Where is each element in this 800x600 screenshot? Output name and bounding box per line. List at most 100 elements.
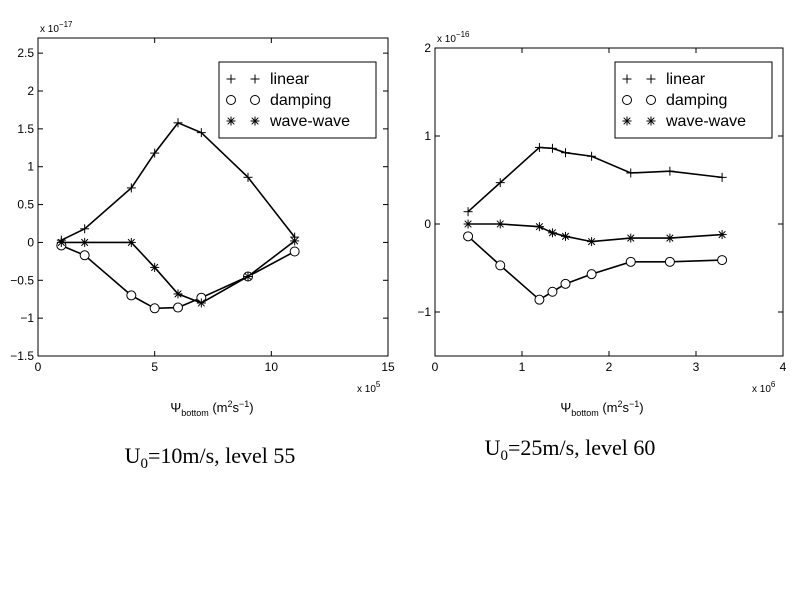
data-point-damping [463, 231, 474, 242]
legend-marker-linear [250, 74, 260, 84]
x-axis-label-part: −1 [629, 399, 639, 409]
series-line-linear [467, 146, 723, 213]
chart-caption: U0=10m/s, level 55 [125, 443, 296, 472]
data-point-wave-wave [290, 236, 300, 246]
caption-main: U [485, 435, 501, 460]
data-point-damping [289, 246, 300, 257]
legend-marker-wave-wave [646, 116, 656, 126]
x-tick-label: 10 [265, 360, 279, 374]
legend-label: wave-wave [269, 113, 350, 130]
data-point-wave-wave [665, 233, 675, 243]
data-point-wave-wave [587, 237, 597, 247]
data-point-linear [626, 168, 636, 178]
y-scale-text: x 10 [40, 24, 59, 35]
y-scale-label: x 10−17 [40, 20, 73, 35]
y-tick-label: 1 [27, 160, 34, 174]
data-point-wave-wave [561, 231, 570, 241]
y-tick-label: 2 [424, 41, 431, 55]
plot-frame [37, 37, 389, 357]
caption-rest: =10m/s, level 55 [148, 443, 295, 468]
x-tick-label: 2 [606, 360, 613, 374]
legend-marker-wave-wave [226, 116, 236, 126]
data-point-wave-wave [463, 219, 473, 229]
data-point-linear [665, 166, 675, 176]
chart-1: 0 5 10 15−1.5−1−0.500.511.522.5x 10−17x 105… [10, 20, 395, 472]
x-scale-exponent: 6 [771, 380, 776, 389]
legend-marker-linear [622, 74, 632, 84]
data-point-wave-wave [495, 219, 505, 229]
data-point-linear [243, 172, 253, 182]
x-scale-exponent: 5 [376, 380, 381, 389]
series-line-wave-wave [61, 240, 296, 304]
caption-rest: =25m/s, level 60 [508, 435, 655, 460]
legend: linear damping wave-wave [218, 61, 377, 139]
x-axis-label-part: ) [639, 400, 643, 415]
legend: linear damping wave-wave [614, 61, 773, 139]
y-tick-label: −1.5 [10, 349, 34, 363]
data-point-damping [534, 294, 545, 305]
data-point-damping [664, 256, 675, 267]
x-scale-label: x 105 [357, 380, 381, 395]
x-axis-label-part: ) [249, 400, 253, 415]
x-scale-label: x 106 [752, 380, 776, 395]
series-line-linear [60, 121, 296, 241]
legend-marker-damping [646, 95, 656, 105]
y-scale-label: x 10−16 [437, 30, 470, 45]
data-point-linear [150, 148, 160, 158]
data-point-damping [79, 250, 90, 261]
data-point-wave-wave [56, 237, 66, 247]
x-axis-label: Ψbottom (m2s−1) [170, 399, 253, 418]
x-scale-text: x 10 [752, 384, 771, 395]
x-axis-label-part: −1 [239, 399, 249, 409]
legend-label: damping [666, 92, 727, 109]
data-point-wave-wave [173, 289, 183, 299]
data-point-wave-wave [534, 222, 544, 232]
x-tick-label: 5 [151, 360, 158, 374]
x-tick-label: 0 [35, 360, 42, 374]
series-line-damping [61, 244, 296, 310]
legend-marker-damping [226, 95, 236, 105]
y-tick-label: −0.5 [10, 273, 34, 287]
data-point-damping [173, 302, 183, 313]
x-axis-label-part: 2 [228, 399, 233, 409]
x-axis-label-part: bottom [181, 408, 209, 418]
y-scale-exponent: −16 [456, 30, 470, 39]
y-tick-label: 1.5 [17, 122, 34, 136]
y-tick-label: 2 [27, 84, 34, 98]
legend-box [218, 61, 377, 139]
data-point-linear [534, 142, 544, 152]
data-point-wave-wave [196, 298, 206, 308]
x-axis-label-part: 2 [618, 399, 623, 409]
data-point-linear [547, 143, 557, 153]
data-point-damping [547, 286, 558, 297]
data-point-wave-wave [626, 233, 636, 243]
y-tick-label: 0.5 [17, 198, 34, 212]
data-point-linear [80, 224, 90, 234]
data-point-linear [495, 178, 505, 188]
x-tick-label: 15 [381, 360, 395, 374]
data-point-damping [560, 278, 571, 289]
caption-sub: 0 [140, 456, 148, 472]
legend-marker-linear [226, 74, 236, 84]
data-point-wave-wave [126, 237, 136, 247]
data-point-linear [126, 183, 136, 193]
legend-marker-wave-wave [622, 116, 632, 126]
x-axis-label-part: Ψ [560, 400, 571, 415]
data-point-wave-wave [243, 272, 253, 281]
legend-label: damping [270, 92, 331, 109]
x-scale-text: x 10 [357, 384, 376, 395]
legend-marker-damping [622, 95, 632, 105]
x-tick-label: 0 [432, 360, 439, 374]
y-scale-text: x 10 [437, 34, 456, 45]
legend-label: linear [666, 71, 706, 88]
x-axis-label-part: bottom [571, 408, 599, 418]
x-tick-label: 1 [519, 360, 526, 374]
legend-label: linear [270, 71, 310, 88]
legend-box [614, 61, 773, 139]
x-axis-label-part: (m [209, 400, 228, 415]
data-point-wave-wave [150, 262, 160, 272]
data-point-linear [196, 128, 206, 138]
series-line-damping [467, 235, 723, 301]
